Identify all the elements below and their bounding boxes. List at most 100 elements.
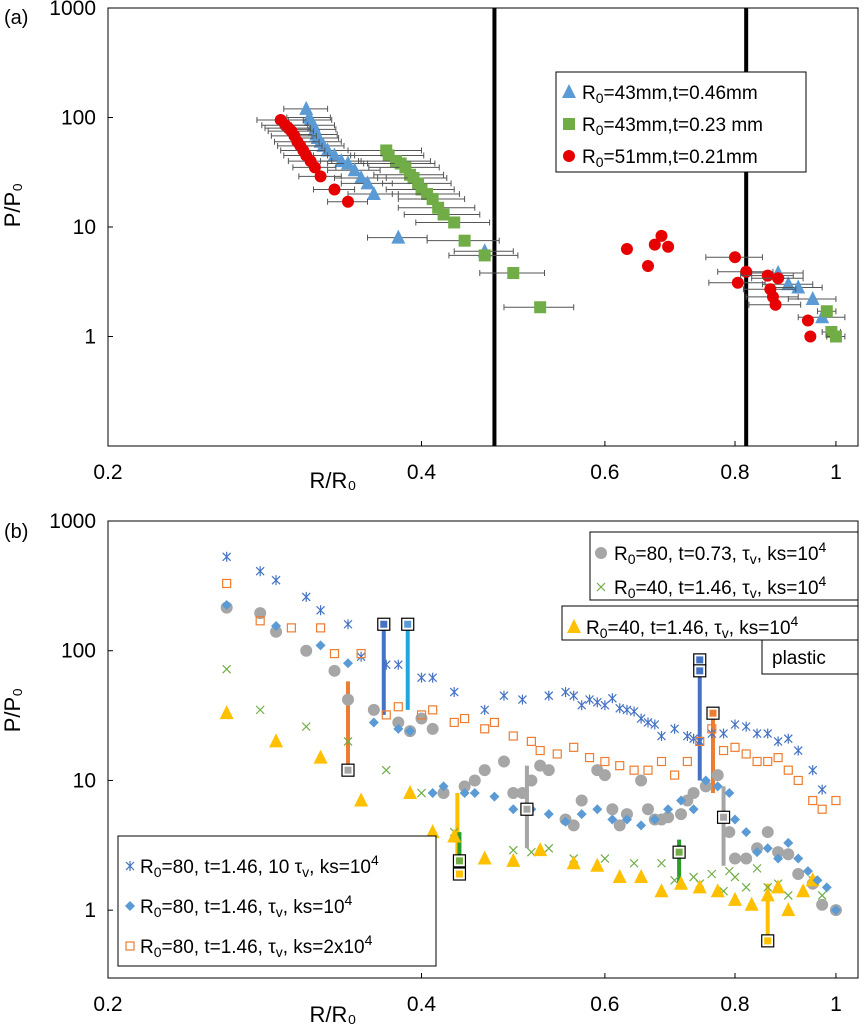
data-point bbox=[222, 578, 232, 589]
data-point bbox=[670, 875, 680, 885]
data-point-stroke bbox=[657, 858, 666, 868]
data-point bbox=[682, 731, 692, 742]
data-point-stroke bbox=[600, 854, 610, 863]
data-point bbox=[499, 690, 509, 701]
data-point bbox=[629, 706, 639, 717]
data-point bbox=[417, 672, 426, 683]
data-point bbox=[458, 234, 471, 247]
data-point bbox=[676, 795, 687, 806]
data-point bbox=[670, 723, 680, 734]
data-point bbox=[729, 852, 742, 865]
panel-label: (b) bbox=[4, 521, 28, 543]
legend-box bbox=[561, 605, 859, 641]
legend-marker bbox=[563, 118, 575, 130]
data-point bbox=[662, 240, 675, 253]
data-point bbox=[740, 265, 753, 278]
data-point bbox=[417, 788, 426, 798]
data-point-stroke bbox=[783, 890, 793, 900]
data-point bbox=[635, 774, 648, 787]
data-point bbox=[650, 719, 660, 730]
data-point bbox=[641, 803, 654, 816]
data-point bbox=[793, 745, 803, 756]
data-point bbox=[315, 623, 326, 633]
data-point bbox=[648, 238, 661, 251]
data-point bbox=[449, 717, 459, 728]
boxed-marker-fill bbox=[404, 620, 412, 628]
data-point bbox=[783, 765, 793, 775]
y-tick-label: 100 bbox=[61, 640, 96, 663]
data-point bbox=[329, 649, 340, 659]
legend-top: R0=80, t=0.73, τv, ks=104 R0=40, t=1.46, … bbox=[561, 531, 859, 675]
data-point bbox=[730, 719, 740, 730]
data-point bbox=[700, 775, 711, 786]
data-point bbox=[428, 705, 438, 715]
legend-entry: R0=43mm,t=0.46mm bbox=[582, 83, 758, 106]
data-point-stroke bbox=[730, 872, 740, 882]
legend-marker bbox=[595, 547, 607, 559]
data-point bbox=[585, 694, 594, 705]
data-point bbox=[657, 858, 666, 868]
series-circle bbox=[220, 601, 842, 917]
data-point bbox=[526, 736, 536, 746]
data-point bbox=[763, 756, 773, 767]
data-point bbox=[480, 724, 490, 734]
data-point bbox=[804, 330, 817, 343]
data-point bbox=[367, 703, 380, 716]
legend-entry: R0=51mm,t=0.21mm bbox=[582, 147, 758, 170]
data-point bbox=[569, 742, 579, 752]
data-point-stroke bbox=[544, 843, 554, 853]
data-point bbox=[612, 869, 627, 884]
data-point bbox=[507, 267, 520, 280]
series-square bbox=[347, 144, 846, 343]
data-point bbox=[615, 761, 625, 771]
data-point bbox=[662, 811, 675, 824]
data-point bbox=[356, 649, 366, 659]
data-point-stroke bbox=[255, 705, 265, 715]
data-point-stroke bbox=[343, 736, 353, 746]
data-point bbox=[328, 183, 341, 196]
data-point bbox=[812, 875, 823, 886]
data-point bbox=[629, 858, 639, 868]
data-point bbox=[675, 808, 688, 821]
data-point bbox=[692, 879, 707, 894]
legend: R0=43mm,t=0.46mm R0=43mm,t=0.23 mm R0=51mm… bbox=[555, 71, 807, 173]
data-point bbox=[643, 765, 653, 775]
data-point bbox=[752, 756, 762, 767]
data-point bbox=[300, 644, 313, 657]
legend-marker bbox=[567, 619, 581, 633]
data-point bbox=[613, 819, 626, 832]
legend-marker bbox=[563, 150, 575, 162]
data-point bbox=[478, 249, 491, 262]
legend-entry: R0=40, t=1.46, τv, ks=104 bbox=[614, 573, 827, 600]
data-point bbox=[629, 765, 639, 775]
series-circle bbox=[256, 113, 817, 343]
legend-entry: R0=80, t=0.73, τv, ks=104 bbox=[614, 539, 827, 566]
data-point bbox=[607, 814, 618, 825]
data-point bbox=[670, 770, 680, 780]
data-point bbox=[695, 736, 705, 747]
data-point bbox=[459, 788, 470, 799]
data-point bbox=[760, 887, 775, 902]
data-point bbox=[543, 809, 554, 820]
data-point bbox=[649, 814, 660, 825]
legend-marker bbox=[125, 901, 135, 911]
data-point bbox=[391, 229, 406, 244]
data-point-stroke bbox=[724, 866, 734, 876]
data-point bbox=[808, 795, 818, 806]
data-point bbox=[381, 659, 391, 670]
data-point bbox=[762, 843, 773, 854]
data-point bbox=[489, 791, 500, 802]
data-point bbox=[584, 753, 595, 763]
data-point bbox=[328, 664, 341, 677]
data-point bbox=[674, 875, 689, 890]
data-point bbox=[731, 276, 744, 289]
data-point bbox=[506, 852, 521, 867]
data-point bbox=[425, 824, 440, 839]
legend-marker bbox=[125, 861, 135, 871]
boxed-marker-fill bbox=[709, 709, 717, 717]
legend-box bbox=[761, 639, 859, 675]
data-point bbox=[270, 625, 283, 638]
data-point bbox=[817, 804, 827, 814]
data-point bbox=[460, 713, 470, 724]
x-axis-label: R/R₀ bbox=[309, 468, 356, 493]
